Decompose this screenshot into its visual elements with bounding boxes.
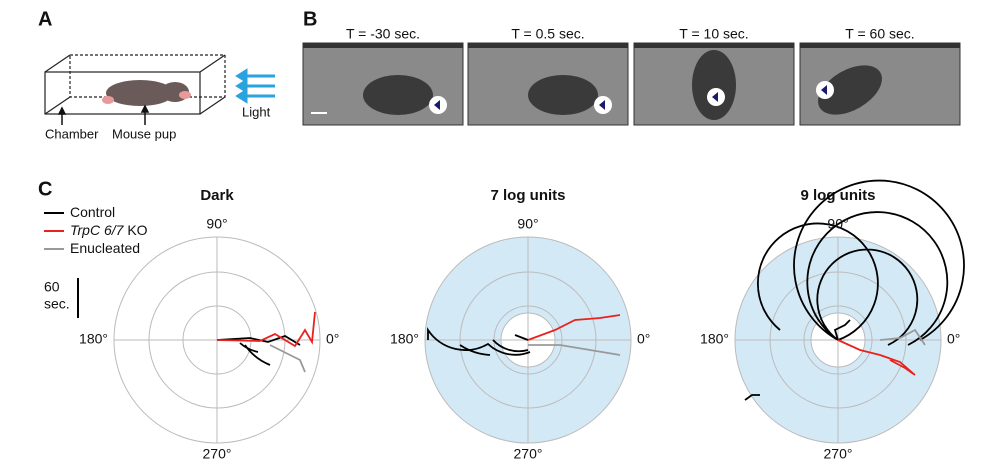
mouse	[818, 65, 882, 115]
frame-time: T = -30 sec.	[346, 26, 420, 42]
head-arrow	[712, 92, 718, 102]
legend-label: Control	[70, 204, 115, 220]
panel-label: C	[38, 178, 52, 200]
angle-label: 90°	[206, 216, 227, 232]
panel-label: B	[303, 8, 317, 30]
time-scale-label: sec.	[44, 296, 70, 312]
head-arrow	[821, 85, 827, 95]
light-label: Light	[242, 104, 271, 119]
legend-label: TrpC 6/7 KO	[70, 222, 148, 238]
frame-border	[468, 43, 628, 48]
angle-label: 0°	[947, 331, 960, 347]
mouse	[528, 75, 598, 115]
frame-time: T = 60 sec.	[845, 26, 914, 42]
panel-label: A	[38, 8, 52, 30]
angle-label: 270°	[824, 446, 853, 462]
legend-suffix: KO	[127, 222, 147, 238]
frame-border	[303, 43, 463, 48]
light-arrows	[235, 68, 275, 104]
angle-label: 270°	[203, 446, 232, 462]
frame-time: T = 10 sec.	[679, 26, 748, 42]
trajectory	[216, 335, 301, 366]
trajectory	[879, 328, 926, 346]
angle-label: 90°	[517, 216, 538, 232]
pointer-arrows	[57, 104, 150, 125]
legend-name: Enucleated	[70, 240, 140, 256]
mouse	[692, 50, 736, 120]
trajectory	[744, 179, 965, 401]
angle-label: 0°	[326, 331, 339, 347]
mouse-pup	[102, 80, 191, 106]
frame-border	[800, 43, 960, 48]
angle-label: 180°	[700, 331, 729, 347]
pup-label: Mouse pup	[112, 126, 176, 141]
frame-time: T = 0.5 sec.	[511, 26, 584, 42]
legend-name: TrpC 6/7	[70, 222, 125, 238]
time-scale-label: 60	[44, 279, 60, 295]
angle-label: 180°	[390, 331, 419, 347]
head-arrow	[434, 100, 440, 110]
head-arrow	[599, 100, 605, 110]
legend-label: Enucleated	[70, 240, 140, 256]
trajectory	[427, 327, 531, 356]
angle-label: 90°	[827, 216, 848, 232]
trajectory	[269, 344, 306, 373]
mouse	[363, 75, 433, 115]
frame-border	[634, 43, 794, 48]
trajectory	[528, 344, 621, 356]
chamber-box	[44, 54, 226, 115]
chamber-label: Chamber	[45, 126, 99, 141]
plot-title: 7 log units	[491, 187, 566, 204]
legend-name: Control	[70, 204, 115, 220]
trajectory	[527, 314, 621, 341]
plot-title: 9 log units	[801, 187, 876, 204]
angle-label: 270°	[514, 446, 543, 462]
angle-label: 180°	[79, 331, 108, 347]
trajectory	[837, 339, 916, 376]
plot-title: Dark	[200, 187, 234, 204]
trajectory	[216, 311, 316, 348]
angle-label: 0°	[637, 331, 650, 347]
